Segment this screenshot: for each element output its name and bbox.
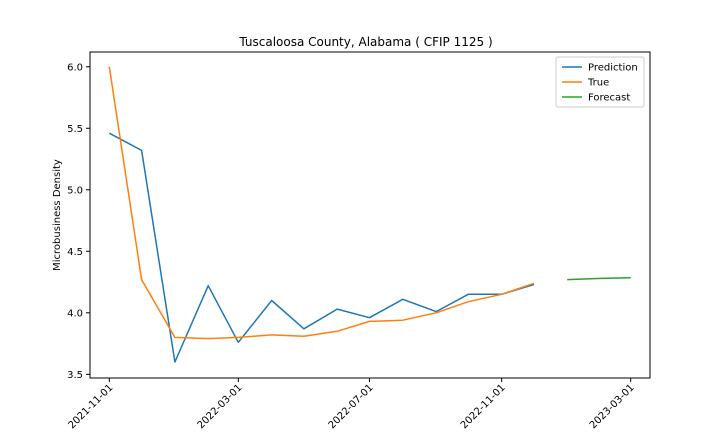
- y-tick-label: 4.5: [67, 247, 83, 258]
- x-tick-label: 2021-11-01: [67, 382, 116, 431]
- legend-label-forecast: Forecast: [588, 93, 630, 104]
- x-tick-label: 2022-11-01: [459, 382, 508, 431]
- y-tick-label: 3.5: [67, 370, 83, 381]
- series-line-prediction: [108, 132, 535, 363]
- legend-label-prediction: Prediction: [588, 63, 638, 74]
- legend-box: [555, 56, 645, 108]
- y-tick-label: 6.0: [67, 62, 83, 73]
- x-axis: 2021-11-01 2022-03-01 2022-07-01 2022-11-01…: [67, 378, 637, 431]
- series-line-true: [108, 66, 535, 340]
- y-tick-label: 5.0: [67, 185, 83, 196]
- legend-label-true: True: [587, 78, 609, 89]
- series-line-forecast: [567, 276, 631, 281]
- y-tick-label: 4.0: [67, 308, 83, 319]
- series-layer: [108, 66, 631, 363]
- x-tick-label: 2023-03-01: [588, 382, 637, 431]
- y-axis: 3.5 4.0 4.5 5.0 5.5 6.0: [67, 62, 90, 381]
- legend: Prediction True Forecast: [555, 56, 645, 108]
- y-axis-label: Microbusiness Density: [52, 159, 63, 271]
- x-tick-label: 2022-07-01: [327, 382, 376, 431]
- x-tick-label: 2022-03-01: [196, 382, 245, 431]
- y-tick-label: 5.5: [67, 124, 83, 135]
- chart-title: Tuscaloosa County, Alabama ( CFIP 1125 ): [238, 35, 492, 49]
- plot-frame: [89, 51, 651, 379]
